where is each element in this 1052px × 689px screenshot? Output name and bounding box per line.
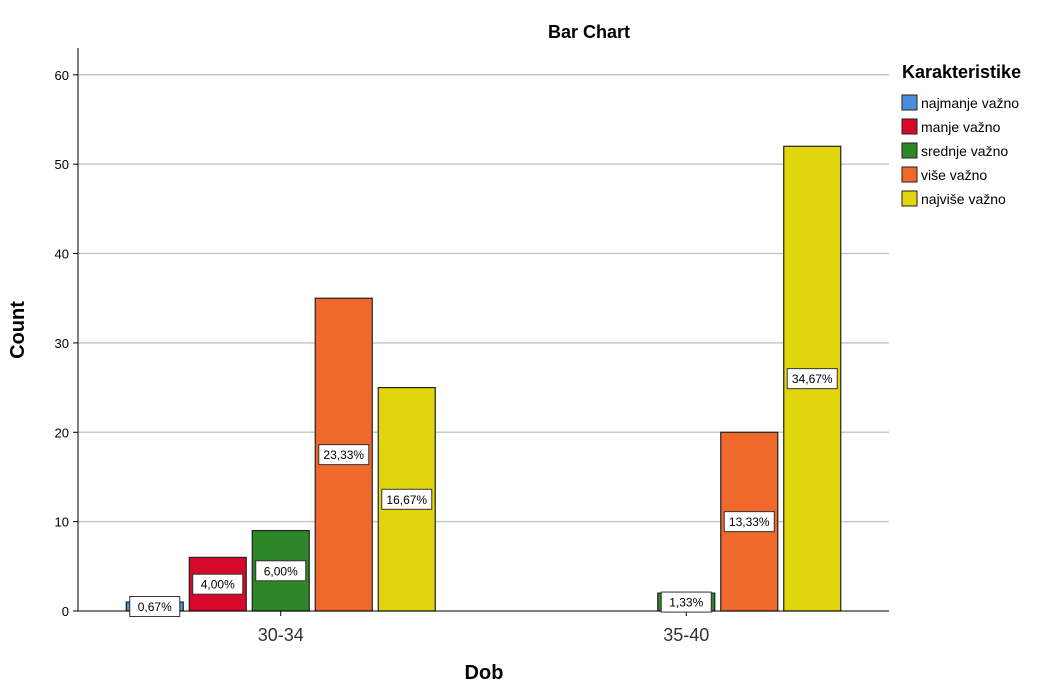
- data-label-box: [129, 596, 181, 618]
- data-label: 0,67%: [129, 596, 181, 618]
- data-label-text: 34,67%: [792, 372, 833, 386]
- x-axis: 30-34 35-40: [78, 610, 889, 645]
- legend-swatch: [901, 190, 918, 207]
- data-label-box: [318, 444, 370, 466]
- data-label-text: 1,33%: [669, 596, 703, 610]
- y-axis-label: Count: [7, 301, 29, 359]
- legend-swatch: [901, 166, 918, 183]
- data-label: 16,67%: [381, 488, 433, 510]
- data-label-text: 0,67%: [138, 600, 172, 614]
- legend-swatch: [901, 94, 918, 111]
- legend-swatch: [901, 118, 918, 135]
- legend-item: srednje važno: [901, 142, 1008, 159]
- legend-label: najmanje važno: [921, 95, 1019, 111]
- data-label-text: 13,33%: [729, 515, 770, 529]
- y-tick-label: 60: [55, 68, 69, 83]
- x-tick-label: 30-34: [258, 625, 304, 645]
- legend: najmanje važno manje važno srednje važno vi…: [901, 94, 1019, 207]
- data-label-box: [660, 591, 712, 613]
- y-tick-label: 30: [55, 336, 69, 351]
- legend-title: Karakteristike: [902, 62, 1021, 82]
- data-label-box: [255, 560, 307, 582]
- data-label-text: 16,67%: [386, 493, 427, 507]
- legend-label: najviše važno: [921, 191, 1006, 207]
- y-tick-label: 20: [55, 425, 69, 440]
- data-label: 1,33%: [660, 591, 712, 613]
- y-axis: 0 10 20 30 40 50 60: [55, 48, 79, 619]
- data-label: 4,00%: [192, 573, 244, 595]
- chart-title: Bar Chart: [548, 22, 630, 42]
- data-label-text: 4,00%: [201, 578, 235, 592]
- legend-label: više važno: [921, 167, 987, 183]
- legend-label: manje važno: [921, 119, 1001, 135]
- y-tick-label: 10: [55, 515, 69, 530]
- data-labels: 0,67% 4,00% 6,00% 23,33% 16,67% 1,33% 13,33% 34…: [129, 368, 838, 618]
- data-label: 34,67%: [786, 368, 838, 390]
- legend-item: više važno: [901, 166, 987, 183]
- data-label: 13,33%: [723, 511, 775, 533]
- y-tick-label: 40: [55, 247, 69, 262]
- y-tick-label: 50: [55, 157, 69, 172]
- data-label-text: 23,33%: [323, 448, 364, 462]
- legend-label: srednje važno: [921, 143, 1008, 159]
- x-axis-label: Dob: [465, 662, 504, 684]
- data-label-box: [381, 488, 433, 510]
- bars: [125, 145, 842, 612]
- data-label-box: [723, 511, 775, 533]
- legend-swatch: [901, 142, 918, 159]
- y-tick-label: 0: [62, 604, 69, 619]
- data-label: 23,33%: [318, 444, 370, 466]
- legend-item: manje važno: [901, 118, 1001, 135]
- data-label-text: 6,00%: [264, 564, 298, 578]
- data-label-box: [192, 573, 244, 595]
- data-label-box: [786, 368, 838, 390]
- legend-item: najviše važno: [901, 190, 1006, 207]
- x-tick-label: 35-40: [663, 625, 709, 645]
- legend-item: najmanje važno: [901, 94, 1019, 111]
- data-label: 6,00%: [255, 560, 307, 582]
